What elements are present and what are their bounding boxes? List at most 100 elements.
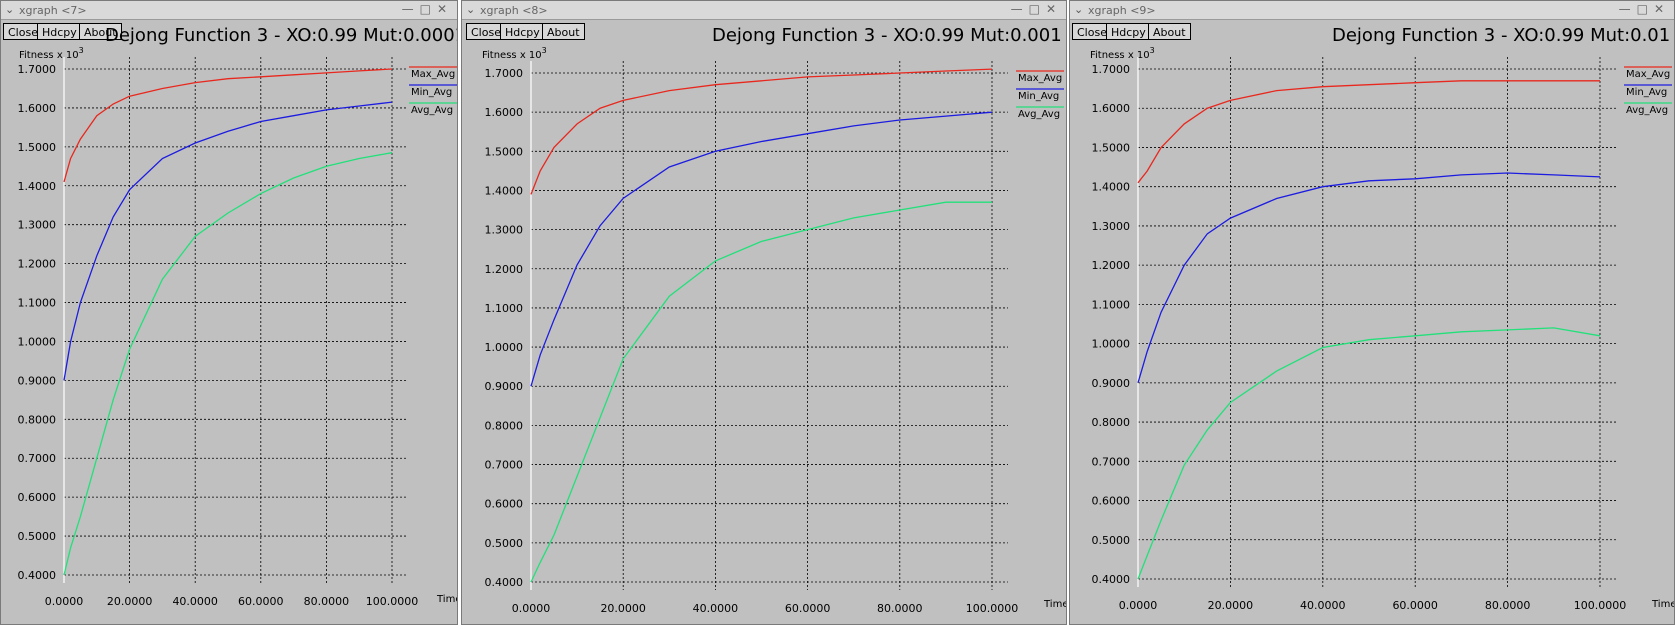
grid — [530, 61, 1008, 590]
y-tick-label: 0.5000 — [485, 537, 524, 550]
window-controls: —□✕ — [1619, 2, 1670, 16]
x-tick-label: 80.0000 — [877, 602, 923, 615]
x-tick-label: 60.0000 — [1392, 599, 1438, 612]
series-line-min-avg — [63, 101, 393, 381]
window-title: xgraph <9> — [1088, 4, 1156, 17]
y-tick-label: 1.3000 — [1092, 220, 1131, 233]
close-button[interactable]: Close — [466, 23, 506, 40]
x-tick-label: 20.0000 — [600, 602, 646, 615]
grid — [1137, 57, 1616, 587]
close-icon[interactable]: ✕ — [1045, 2, 1062, 16]
x-axis-label: Time — [436, 594, 457, 605]
window-menu-icon[interactable]: ⌄ — [1074, 3, 1084, 16]
y-tick-label: 1.4000 — [485, 184, 524, 197]
y-tick-label: 1.2000 — [485, 263, 524, 276]
x-tick-label: 20.0000 — [107, 595, 153, 608]
window-menu-icon[interactable]: ⌄ — [466, 3, 476, 16]
series-line-avg-avg — [63, 152, 393, 576]
series-line-min-avg — [1137, 172, 1601, 383]
window-title: xgraph <7> — [19, 4, 87, 17]
window-titlebar[interactable]: ⌄ xgraph <9> —□✕ — [1070, 1, 1674, 20]
y-tick-label: 1.0000 — [1092, 338, 1131, 351]
x-axis-label: Time — [1043, 599, 1066, 610]
y-tick-label: 0.4000 — [485, 576, 524, 589]
x-tick-label: 20.0000 — [1208, 599, 1254, 612]
series-line-max-avg — [530, 68, 993, 195]
legend-label: Avg_Avg — [1018, 109, 1060, 120]
series-lines — [530, 68, 993, 583]
close-button[interactable]: Close — [3, 23, 43, 40]
minimize-icon[interactable]: — — [1010, 2, 1029, 16]
window-menu-icon[interactable]: ⌄ — [5, 3, 15, 16]
series-line-min-avg — [530, 111, 993, 387]
y-tick-label: 0.4000 — [1092, 573, 1131, 586]
y-tick-label: 1.3000 — [485, 224, 524, 237]
y-tick-label: 0.6000 — [18, 491, 57, 504]
y-tick-label: 1.7000 — [18, 63, 57, 76]
plot-area: Dejong Function 3 - XO:0.99 Mut:0.01 Fit… — [1090, 25, 1674, 612]
y-axis-label: Fitness x 103 — [19, 46, 84, 61]
x-tick-label: 60.0000 — [785, 602, 831, 615]
about-button[interactable]: About — [1148, 23, 1191, 40]
y-tick-label: 0.4000 — [18, 569, 57, 582]
y-tick-label: 1.4000 — [1092, 181, 1131, 194]
close-icon[interactable]: ✕ — [1653, 2, 1670, 16]
hdcpy-button[interactable]: Hdcpy — [37, 23, 82, 40]
y-tick-label: 0.7000 — [18, 452, 57, 465]
close-icon[interactable]: ✕ — [436, 2, 453, 16]
y-tick-label: 1.6000 — [485, 106, 524, 119]
window-titlebar[interactable]: ⌄ xgraph <7> —□✕ — [1, 1, 457, 20]
y-tick-label: 0.6000 — [485, 498, 524, 511]
maximize-icon[interactable]: □ — [1028, 2, 1046, 16]
x-tick-label: 60.0000 — [238, 595, 284, 608]
close-button[interactable]: Close — [1072, 23, 1112, 40]
hdcpy-button[interactable]: Hdcpy — [1106, 23, 1151, 40]
maximize-icon[interactable]: □ — [1636, 2, 1654, 16]
legend-label: Min_Avg — [411, 87, 452, 98]
y-tick-label: 1.6000 — [1092, 102, 1131, 115]
x-tick-label: 0.0000 — [512, 602, 551, 615]
legend-label: Max_Avg — [1018, 73, 1062, 84]
hdcpy-button[interactable]: Hdcpy — [500, 23, 545, 40]
series-lines — [1137, 80, 1601, 580]
y-tick-label: 0.9000 — [18, 374, 57, 387]
about-button[interactable]: About — [79, 23, 122, 40]
y-tick-label: 1.7000 — [1092, 63, 1131, 76]
minimize-icon[interactable]: — — [1618, 2, 1637, 16]
x-tick-label: 80.0000 — [1485, 599, 1531, 612]
y-tick-label: 0.9000 — [1092, 377, 1131, 390]
y-axis-label: Fitness x 103 — [1090, 46, 1155, 61]
grid — [63, 57, 408, 583]
x-tick-label: 40.0000 — [172, 595, 218, 608]
plot-title: Dejong Function 3 - XO:0.99 Mut:0.01 — [1332, 25, 1670, 46]
legend-label: Avg_Avg — [411, 105, 453, 116]
plot-title: Dejong Function 3 - XO:0.99 Mut:0.001 — [712, 25, 1062, 46]
tick-labels: 0.4000 0.5000 0.6000 0.7000 0.8000 0.9000 1.00… — [485, 67, 1019, 615]
y-tick-label: 1.5000 — [1092, 141, 1131, 154]
y-tick-label: 1.1000 — [1092, 298, 1131, 311]
window-controls: —□✕ — [1011, 2, 1062, 16]
legend-label: Max_Avg — [411, 69, 455, 80]
y-tick-label: 0.7000 — [485, 459, 524, 472]
x-tick-label: 40.0000 — [1300, 599, 1346, 612]
x-tick-label: 100.0000 — [1574, 599, 1627, 612]
window-controls: —□✕ — [402, 2, 453, 16]
x-axis-label: Time — [1651, 599, 1674, 610]
window-titlebar[interactable]: ⌄ xgraph <8> —□✕ — [462, 1, 1066, 20]
tick-labels: 0.4000 0.5000 0.6000 0.7000 0.8000 0.9000 1.00… — [18, 63, 419, 608]
y-axis-label: Fitness x 103 — [482, 46, 547, 61]
y-tick-label: 1.5000 — [18, 141, 57, 154]
series-lines — [63, 68, 393, 576]
x-tick-label: 0.0000 — [45, 595, 84, 608]
xgraph-window-2: ⌄ xgraph <8> —□✕ Close Hdcpy About Dejon… — [461, 0, 1067, 625]
minimize-icon[interactable]: — — [401, 2, 420, 16]
y-tick-label: 1.1000 — [18, 297, 57, 310]
xgraph-window-1: ⌄ xgraph <7> —□✕ Close Hdcpy About Dejon… — [0, 0, 458, 625]
legend-label: Min_Avg — [1626, 87, 1667, 98]
x-tick-label: 100.0000 — [366, 595, 419, 608]
plot-area: Dejong Function 3 - XO:0.99 Mut:0.0001 F… — [18, 25, 457, 608]
plot-title: Dejong Function 3 - XO:0.99 Mut:0.0001 — [105, 25, 457, 46]
maximize-icon[interactable]: □ — [419, 2, 437, 16]
series-line-avg-avg — [1137, 327, 1601, 580]
about-button[interactable]: About — [542, 23, 585, 40]
